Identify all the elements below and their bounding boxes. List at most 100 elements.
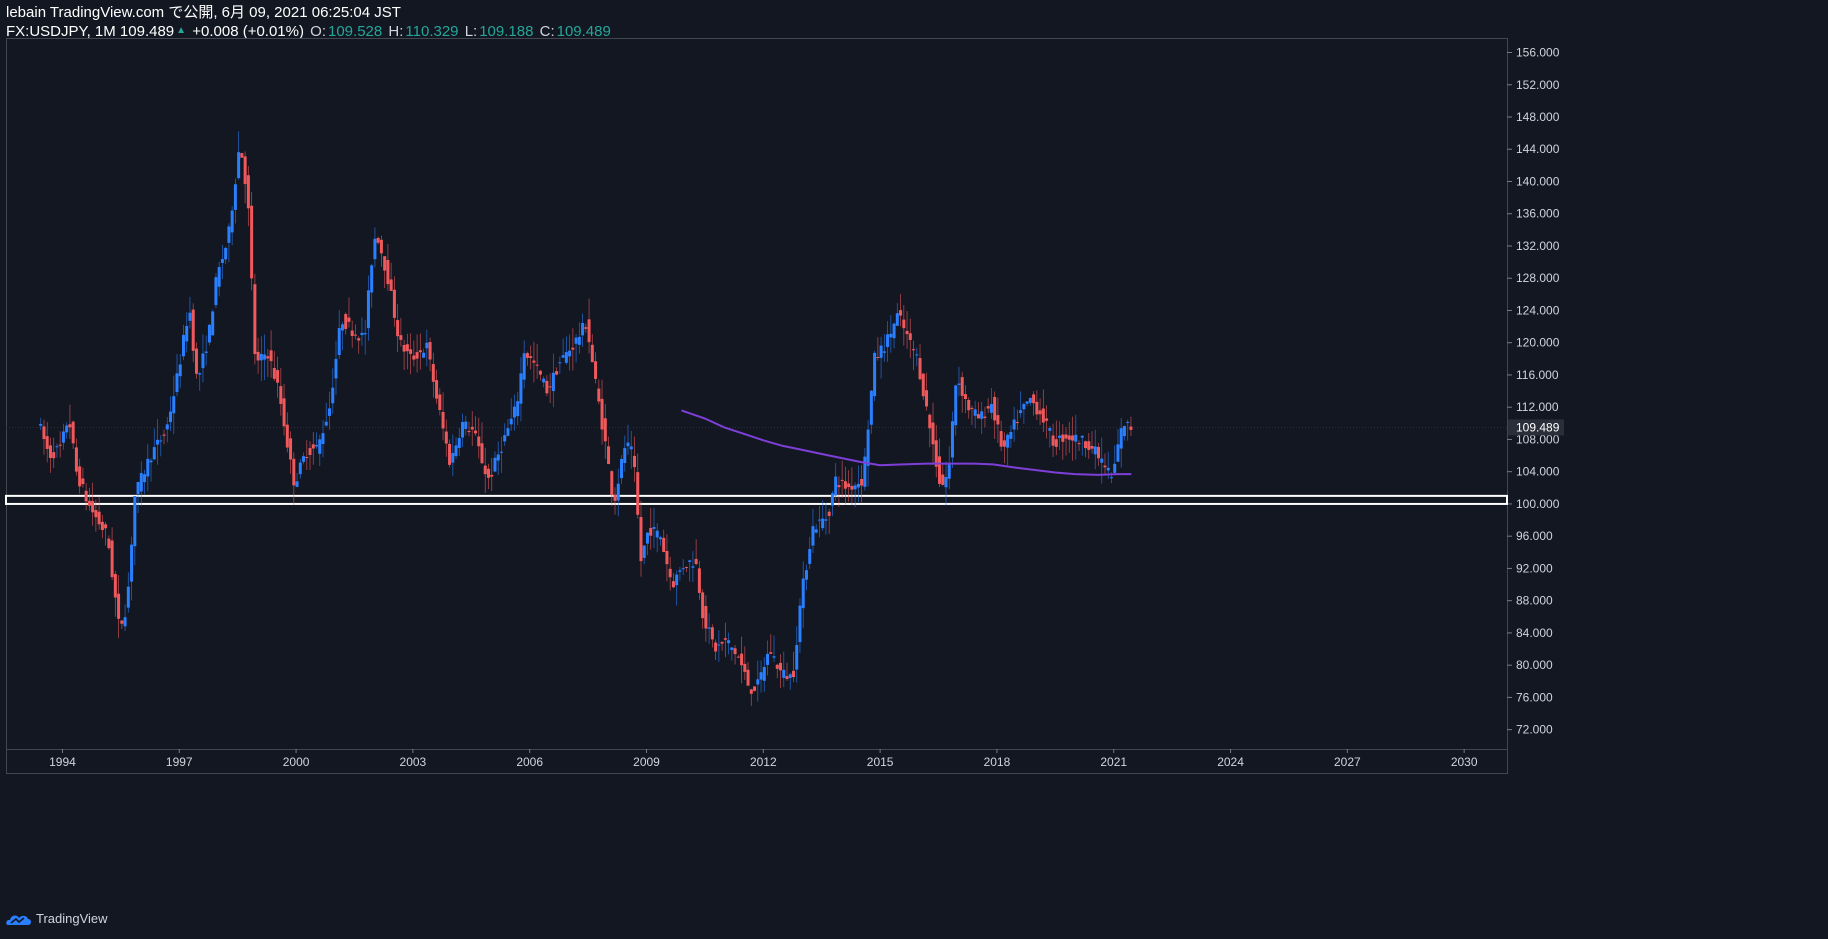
candle-body [279, 386, 283, 404]
candle-body [1045, 418, 1049, 421]
candle [860, 464, 864, 503]
candle-body [626, 442, 630, 447]
candle-body [428, 342, 432, 360]
candle [474, 416, 478, 436]
price-tick-label: 152.000 [1516, 78, 1560, 92]
candle [915, 347, 919, 367]
candle-body [259, 353, 263, 361]
candle [908, 318, 912, 359]
candle-body [678, 570, 682, 572]
candle [366, 275, 370, 341]
price-tick-label: 156.000 [1516, 46, 1560, 60]
candle [418, 333, 422, 370]
candle [603, 404, 607, 459]
price-axis: 156.000 152.000 148.000 144.000 140.000 136.0… [1507, 46, 1560, 737]
candle [1002, 432, 1006, 464]
candle [882, 334, 886, 362]
candle-body [759, 672, 763, 680]
candle [538, 369, 542, 381]
candle [594, 352, 598, 384]
candle-body [584, 327, 588, 329]
candle [172, 375, 176, 435]
candle [392, 276, 396, 327]
candles [39, 131, 1133, 706]
price-tick-label: 128.000 [1516, 271, 1560, 285]
candle-body [597, 388, 601, 402]
candle [620, 455, 624, 484]
candle-body [753, 686, 757, 691]
candle-body [983, 416, 987, 418]
candle-body [143, 474, 147, 483]
candle [795, 626, 799, 683]
candle-body [350, 330, 354, 337]
candle [503, 423, 507, 446]
candle-body [399, 335, 403, 340]
candle [110, 527, 114, 581]
candle [853, 482, 857, 508]
candle-body [302, 456, 306, 462]
candle-body [276, 370, 280, 383]
price-tick-label: 84.000 [1516, 626, 1553, 640]
price-tick-label: 100.000 [1516, 497, 1560, 511]
candle-body [376, 237, 380, 243]
tradingview-branding[interactable]: TradingView [6, 911, 108, 926]
candle [804, 564, 808, 591]
up-arrow-icon: ▲ [176, 25, 187, 36]
time-tick-label: 2024 [1217, 755, 1244, 769]
candle-body [152, 447, 156, 460]
candle-body [915, 354, 919, 356]
candle-body [743, 663, 747, 672]
candle-body [1015, 422, 1019, 424]
candle-body [162, 434, 166, 436]
candle-body [149, 460, 153, 463]
candle [701, 589, 705, 629]
candle-body [545, 380, 549, 394]
candle [48, 437, 52, 473]
candle-body [217, 267, 221, 287]
candle [649, 508, 653, 550]
candle-body [788, 674, 792, 678]
candle-body [581, 323, 585, 336]
candle [1051, 423, 1055, 457]
candle-body [824, 519, 828, 521]
candle [493, 451, 497, 473]
candle [886, 321, 890, 362]
candle [285, 412, 289, 453]
candle-body [720, 641, 724, 644]
candle-body [191, 309, 195, 351]
candle [834, 463, 838, 502]
candle [723, 622, 727, 658]
candle-body [334, 358, 338, 379]
candle-body [590, 344, 594, 363]
candle [1045, 405, 1049, 439]
candle-body [973, 409, 977, 416]
candle-body [840, 479, 844, 481]
candle-body [295, 481, 299, 487]
candle [613, 487, 617, 515]
candle [315, 432, 319, 449]
candle-body [448, 443, 452, 465]
candle-body [1038, 410, 1042, 415]
candle-body [860, 478, 864, 486]
price-tick-label: 104.000 [1516, 465, 1560, 479]
candle [512, 394, 516, 431]
candle [279, 367, 283, 416]
candle-body [856, 483, 860, 488]
candle-body [779, 662, 783, 671]
candle-body [58, 444, 62, 446]
candle [756, 660, 760, 702]
time-tick-label: 2027 [1334, 755, 1361, 769]
candle-body [1064, 434, 1068, 439]
high-label: H: [388, 23, 404, 40]
candle [1019, 391, 1023, 418]
candle [840, 460, 844, 499]
candle-body [733, 648, 737, 655]
candle [766, 640, 770, 676]
candle [292, 452, 296, 505]
candle [967, 397, 971, 419]
candle-body [947, 462, 951, 479]
candle-body [587, 319, 591, 343]
price-tick-label: 140.000 [1516, 174, 1560, 188]
candle-body [422, 352, 426, 358]
